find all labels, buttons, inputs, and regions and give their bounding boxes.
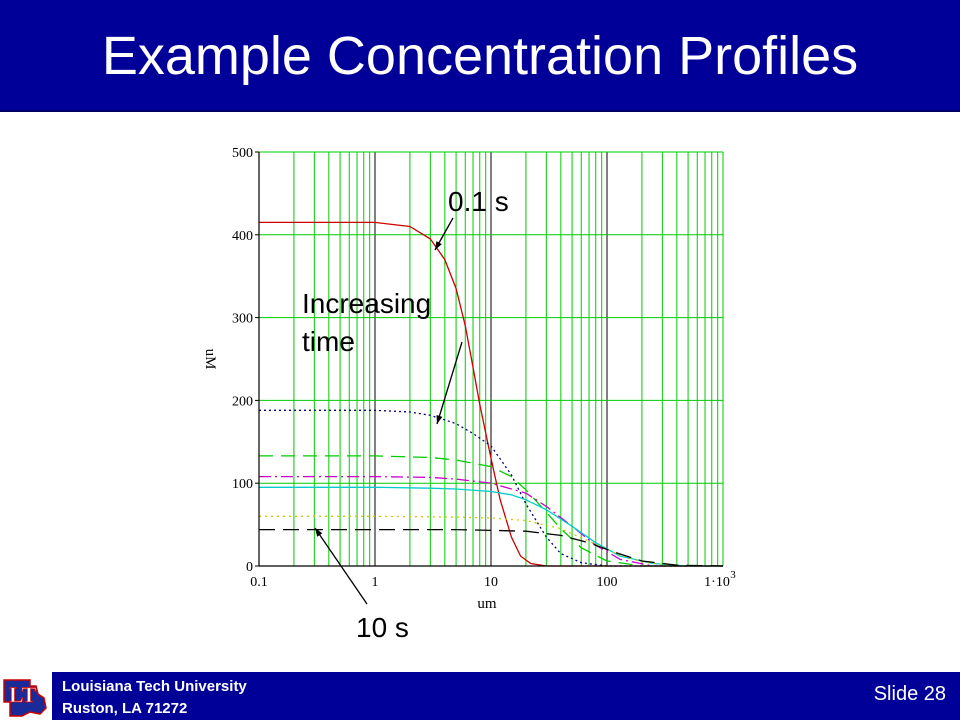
annotation-increasing: Increasing: [302, 288, 432, 319]
arrow-first-time-head: [435, 241, 442, 250]
chart-series: [259, 221, 724, 567]
svg-text:LT: LT: [9, 682, 37, 707]
x-tick-exponent: 3: [730, 569, 736, 581]
chart-axes: 0 100 200 300 400 500 0.1 1 10 100 1·10 3 um uM: [202, 146, 736, 612]
x-tick-label: 1·10: [704, 575, 730, 590]
arrow-increasing-time: [436, 341, 463, 425]
arrow-increasing-time-head: [436, 415, 443, 424]
annotation-time: time: [302, 326, 355, 357]
arrow-last-time-head: [315, 528, 323, 537]
footer-university-name: Louisiana Tech University: [62, 678, 247, 695]
y-tick-label: 500: [232, 146, 253, 161]
annotation-arrows: [314, 217, 463, 605]
louisiana-tech-logo-icon: LT: [0, 672, 52, 720]
slide-title: Example Concentration Profiles: [101, 26, 859, 86]
series-line-1: [259, 221, 723, 567]
annotation-first-time: 0.1 s: [448, 186, 509, 217]
footer-bar: LT Louisiana Tech University Ruston, LA …: [0, 672, 960, 720]
x-tick-label: 0.1: [250, 575, 268, 590]
footer-address: Ruston, LA 71272: [62, 700, 188, 717]
annotation-last-time: 10 s: [356, 612, 409, 643]
y-tick-label: 300: [232, 312, 253, 327]
series-line-4: [259, 475, 723, 567]
arrow-last-time: [314, 527, 368, 605]
series-line-6: [259, 515, 723, 567]
y-tick-label: 400: [232, 229, 253, 244]
slide-number: Slide 28: [873, 683, 946, 705]
x-tick-label: 1: [372, 575, 379, 590]
x-tick-label: 100: [597, 575, 618, 590]
x-axis-label: um: [477, 596, 497, 612]
y-axis-label: uM: [202, 349, 218, 370]
series-line-3: [259, 455, 723, 567]
concentration-chart: 0 100 200 300 400 500 0.1 1 10 100 1·10 3 um uM: [202, 146, 736, 612]
y-tick-label: 0: [246, 560, 253, 575]
series-line-7: [259, 528, 724, 567]
x-tick-label: 10: [484, 575, 498, 590]
title-bar: Example Concentration Profiles: [0, 0, 960, 112]
y-tick-label: 200: [232, 394, 253, 409]
y-tick-label: 100: [232, 477, 253, 492]
